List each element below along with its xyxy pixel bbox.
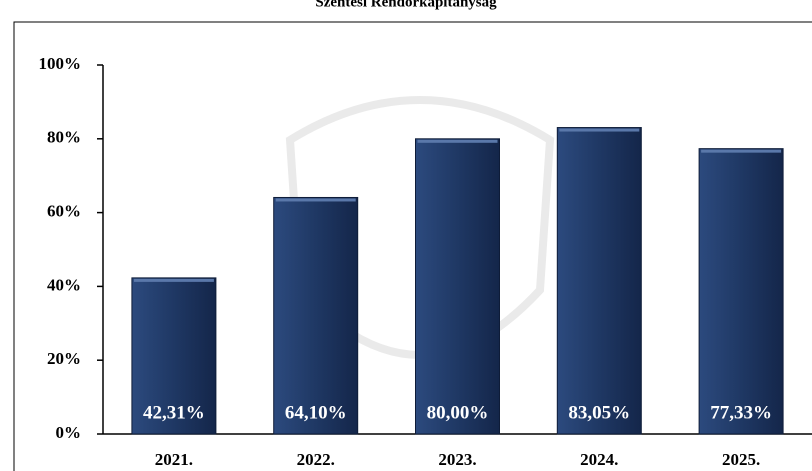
- y-tick-label: 80%: [47, 128, 81, 147]
- bar: [131, 277, 217, 435]
- bar: [415, 138, 500, 435]
- value-label: 80,00%: [427, 402, 489, 423]
- bar-highlight: [417, 139, 498, 143]
- y-tick-label: 20%: [47, 349, 81, 368]
- chart-title: Szentesi Rendőrkapitányság: [315, 0, 497, 10]
- bar-highlight: [275, 198, 356, 202]
- y-tick-label: 100%: [39, 54, 82, 73]
- y-tick-label: 40%: [47, 275, 81, 294]
- value-label: 64,10%: [285, 402, 347, 423]
- x-tick-label: 2024.: [580, 450, 618, 469]
- bar-highlight: [133, 278, 214, 282]
- value-label: 77,33%: [710, 402, 772, 423]
- y-tick-label: 60%: [47, 202, 81, 221]
- bar-highlight: [559, 128, 640, 132]
- bar: [556, 127, 642, 435]
- x-tick-label: 2025.: [722, 450, 760, 469]
- value-label: 83,05%: [568, 402, 630, 423]
- value-label: 42,31%: [143, 402, 205, 423]
- bar: [698, 148, 784, 435]
- x-tick-label: 2021.: [155, 450, 193, 469]
- plot-frame: [13, 21, 812, 471]
- bar: [273, 196, 359, 435]
- y-tick-label: 0%: [56, 423, 82, 442]
- bar-highlight: [701, 149, 782, 153]
- x-tick-label: 2022.: [297, 450, 335, 469]
- x-tick-label: 2023.: [438, 450, 476, 469]
- watermark: [285, 96, 555, 359]
